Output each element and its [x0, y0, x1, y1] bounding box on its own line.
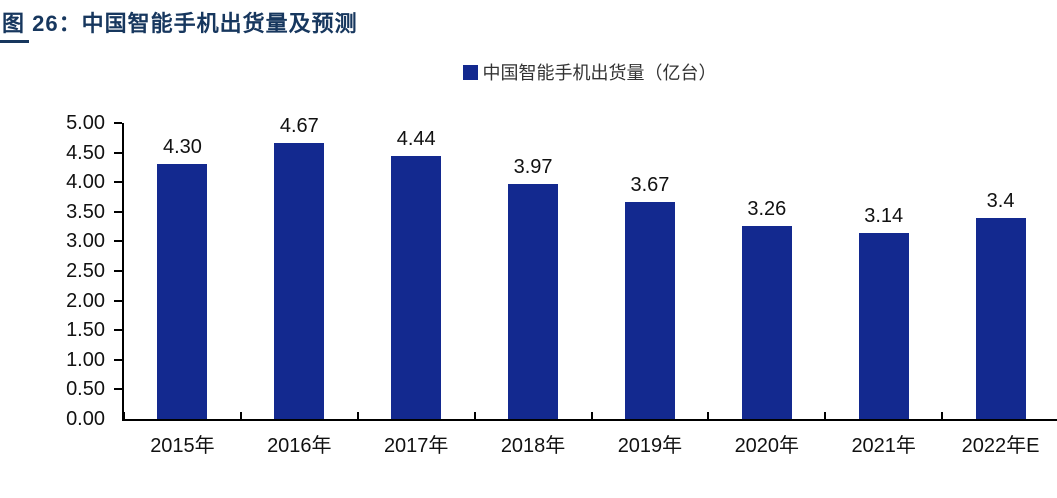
- y-axis-tick-label: 1.50: [66, 319, 105, 342]
- bar-2021年: [858, 233, 909, 419]
- bar-value-label: 3.26: [747, 198, 787, 221]
- y-axis-tick-label: 5.00: [66, 112, 105, 134]
- x-axis-label: 2015年: [150, 435, 215, 457]
- y-axis-tick-label: 0.50: [66, 378, 105, 401]
- x-axis-tick: [473, 412, 476, 419]
- x-axis-label: 2018年: [500, 435, 566, 457]
- bar-value-label: 3.97: [513, 155, 553, 178]
- x-axis-tick: [356, 412, 359, 419]
- y-axis-tick: [114, 358, 122, 361]
- bar-2016年: [274, 142, 325, 419]
- x-axis-label: 2016年: [267, 435, 332, 457]
- bar-value-label: 4.44: [396, 128, 436, 151]
- y-axis-tick-label: 3.50: [66, 200, 105, 223]
- x-axis-label: 2019年: [617, 435, 683, 457]
- x-axis-tick: [239, 412, 242, 419]
- y-axis-tick-label: 3.00: [66, 230, 105, 253]
- x-axis-label: 2020年: [734, 435, 800, 457]
- y-axis-tick: [114, 270, 122, 272]
- title-underline: [0, 40, 29, 43]
- x-axis-tick: [824, 412, 827, 419]
- chart-legend: 中国智能手机出货量（亿台）: [122, 60, 1057, 84]
- bar-2020年: [741, 226, 792, 419]
- y-axis-tick: [114, 122, 122, 124]
- bar-value-label: 3.4: [986, 189, 1015, 212]
- bar-value-label: 4.30: [162, 136, 202, 159]
- bar-2015年: [157, 164, 208, 419]
- y-axis-tick: [114, 388, 122, 391]
- x-axis-tick: [123, 412, 125, 419]
- x-axis-tick: [707, 412, 710, 419]
- y-axis-tick-label: 0.00: [66, 408, 105, 430]
- y-axis-tick-label: 2.50: [66, 260, 105, 282]
- x-axis-tick: [590, 412, 593, 419]
- bar-2018年: [508, 183, 559, 419]
- x-axis-label: 2021年: [851, 435, 916, 457]
- x-axis-tick: [941, 412, 944, 419]
- legend-swatch-icon: [462, 64, 478, 80]
- bar-2019年: [624, 201, 675, 419]
- legend-label: 中国智能手机出货量（亿台）: [482, 63, 717, 83]
- y-axis-tick: [114, 299, 122, 302]
- y-axis-tick: [114, 181, 122, 184]
- bar-2022年E: [975, 217, 1026, 419]
- y-axis-tick-label: 1.00: [66, 348, 105, 371]
- y-axis-tick-label: 2.00: [66, 289, 105, 312]
- figure-title: 图 26：中国智能手机出货量及预测: [2, 11, 358, 36]
- y-axis-tick: [114, 329, 122, 332]
- y-axis-tick-label: 4.50: [66, 141, 105, 164]
- y-axis-tick-label: 4.00: [66, 171, 105, 194]
- bar-value-label: 3.67: [630, 173, 670, 196]
- y-axis-tick: [114, 151, 122, 154]
- bar-2017年: [391, 156, 442, 419]
- plot-area: 0.00 0.50 1.00 1.50 2.00 2.50 3.00 3.50 4.00 4.50…: [66, 113, 1057, 457]
- x-axis-label: 2022年E: [961, 435, 1040, 457]
- bar-value-label: 4.67: [279, 114, 319, 137]
- y-axis-tick: [114, 240, 122, 243]
- bar-value-label: 3.14: [864, 205, 904, 228]
- x-axis-label: 2017年: [383, 435, 449, 457]
- y-axis-tick: [114, 210, 122, 213]
